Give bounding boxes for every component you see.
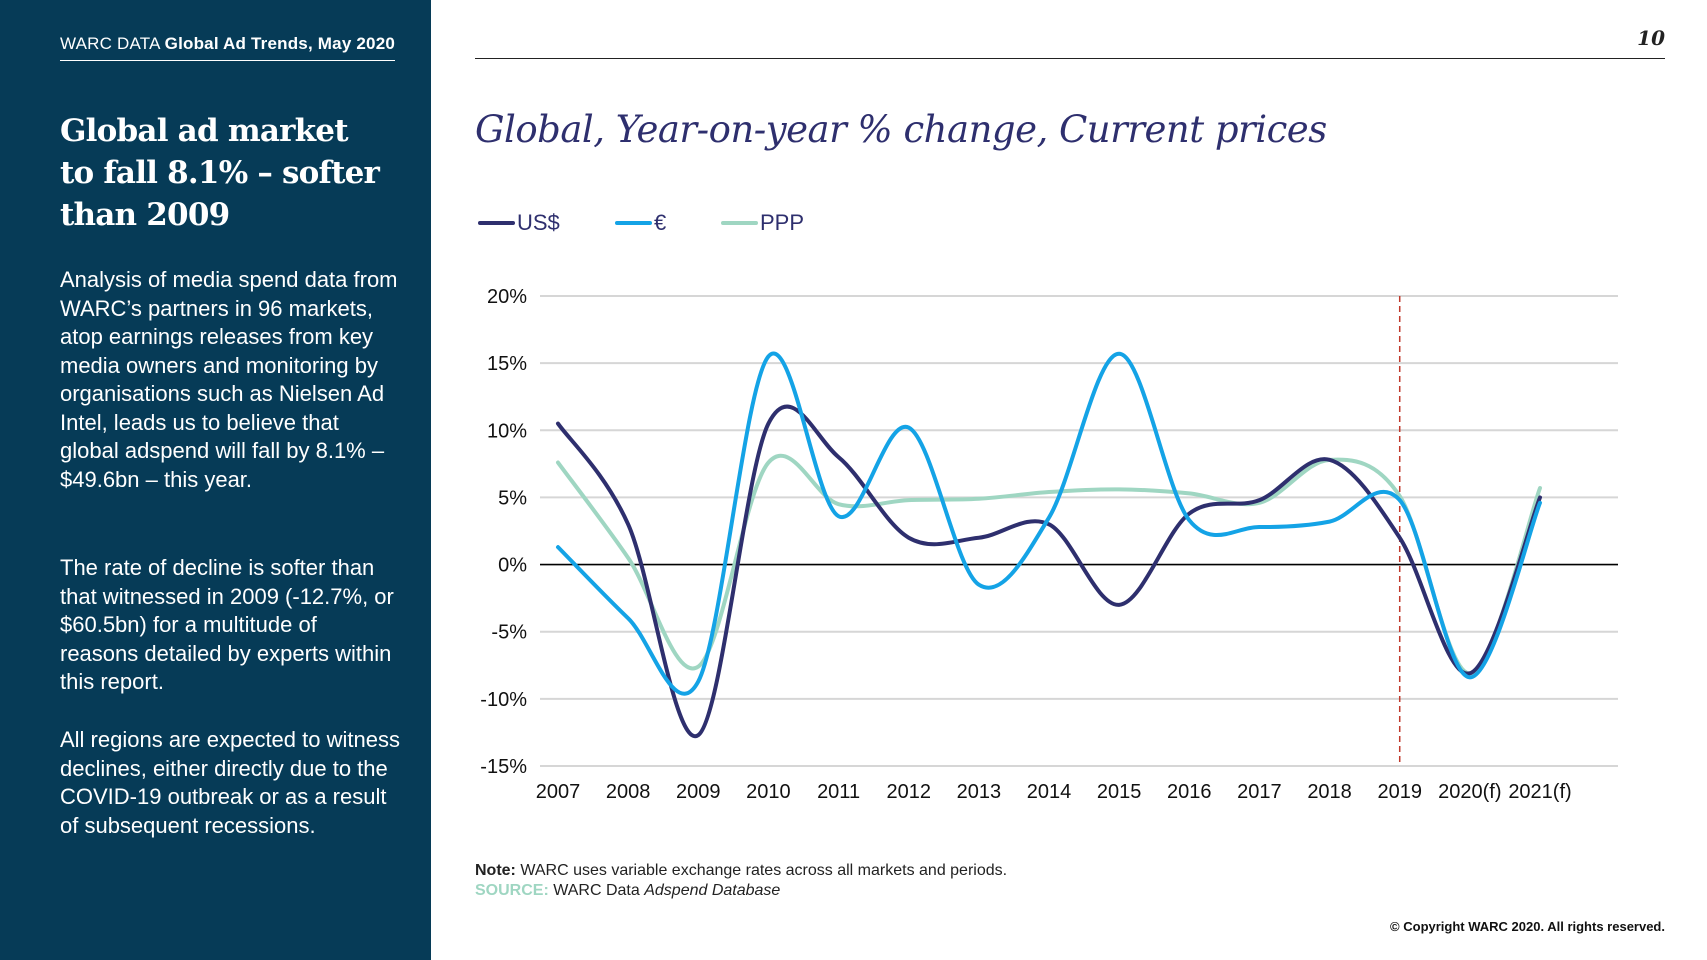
series-line-eur (556, 351, 1542, 696)
chart-note: Note: WARC uses variable exchange rates … (475, 862, 1007, 880)
x-tick-label: 2010 (746, 781, 791, 803)
report-header-label: WARC DATA Global Ad Trends, May 2020 (60, 34, 396, 61)
y-tick-label: 15% (487, 353, 527, 375)
y-tick-label: -10% (480, 689, 527, 711)
sidebar-paragraph-1: Analysis of media spend data from WARC’s… (60, 267, 398, 492)
legend-label-ppp: PPP (760, 210, 805, 235)
chart-source: SOURCE: WARC Data Adspend Database (475, 882, 780, 900)
x-tick-label: 2008 (606, 781, 651, 803)
y-tick-label: -5% (491, 622, 527, 644)
line-chart: 20% 15% 10% 5% 0% -5% -10% -15% 2007 2008 2009 2010… (480, 286, 1618, 803)
legend-item-ppp: PPP (721, 210, 804, 236)
legend-item-eur: € (615, 210, 666, 236)
legend-label-eur: € (654, 210, 667, 235)
series-line-usd (556, 404, 1542, 739)
x-tick-label: 2017 (1237, 781, 1282, 803)
sidebar: WARC DATA Global Ad Trends, May 2020 Glo… (0, 0, 431, 960)
sidebar-paragraph-3: All regions are expected to witness decl… (60, 727, 400, 838)
copyright-notice: © Copyright WARC 2020. All rights reserv… (1390, 919, 1665, 934)
legend-swatch-usd (478, 221, 515, 225)
x-tick-label: 2011 (817, 781, 860, 803)
x-tick-label: 2015 (1097, 781, 1142, 803)
sidebar-paragraph-2: The rate of decline is softer than that … (60, 555, 394, 694)
chart-title: Global, Year-on-year % change, Current p… (475, 108, 1327, 151)
y-tick-label: 0% (498, 555, 527, 577)
y-tick-label: 10% (487, 420, 527, 442)
x-tick-label: 2009 (676, 781, 721, 803)
note-text: WARC uses variable exchange rates across… (520, 862, 1008, 879)
x-tick-label: 2016 (1167, 781, 1212, 803)
y-tick-label: 5% (498, 487, 527, 509)
x-tick-label: 2019 (1377, 781, 1422, 803)
x-tick-label: 2007 (536, 781, 581, 803)
x-tick-label: 2021(f) (1508, 781, 1571, 803)
page-number: 10 (1637, 26, 1665, 50)
x-tick-label: 2014 (1027, 781, 1072, 803)
x-tick-label: 2013 (957, 781, 1002, 803)
x-tick-label: 2018 (1307, 781, 1352, 803)
legend-swatch-ppp (721, 221, 758, 225)
x-tick-label: 2020(f) (1438, 781, 1501, 803)
legend-swatch-eur (615, 221, 652, 225)
header-prefix: WARC DATA (60, 34, 160, 53)
note-label: Note: (475, 862, 516, 879)
x-tick-label: 2012 (886, 781, 931, 803)
source-italic: Adspend Database (644, 882, 781, 899)
y-tick-label: 20% (487, 286, 527, 308)
header-title: Global Ad Trends, May 2020 (164, 34, 396, 53)
top-divider (475, 58, 1665, 59)
sidebar-headline: Global ad market to fall 8.1% – softer t… (60, 113, 380, 233)
y-tick-label: -15% (480, 756, 527, 778)
legend-item-usd: US$ (478, 210, 560, 236)
source-text: WARC Data (553, 882, 640, 899)
source-label: SOURCE: (475, 882, 549, 899)
legend-label-usd: US$ (517, 210, 560, 235)
